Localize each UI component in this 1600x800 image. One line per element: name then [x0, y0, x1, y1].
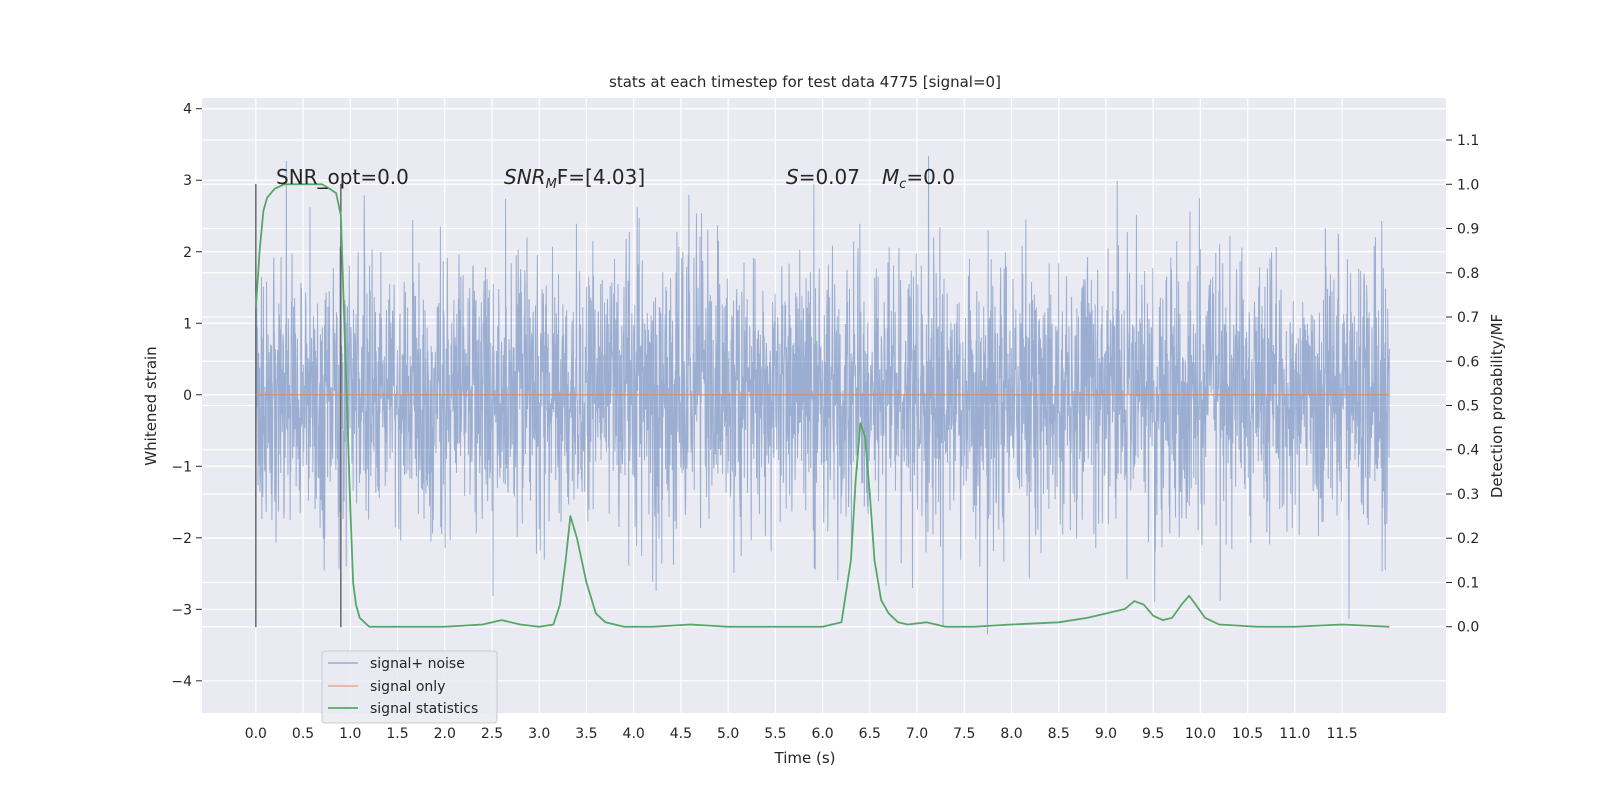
y2-tick-label: 0.4: [1457, 443, 1479, 459]
chart-title: stats at each timestep for test data 477…: [609, 73, 1001, 91]
legend-label-signal-statistics: signal statistics: [370, 701, 478, 717]
legend-label-signal-only: signal only: [370, 679, 445, 695]
y2-tick-label: 0.0: [1457, 620, 1479, 636]
x-tick-label: 6.5: [859, 726, 881, 742]
annotation-s: S=0.07: [786, 165, 860, 189]
y-axis-ticks: 4 3 2 1 0 −1 −2 −3 −4: [171, 102, 202, 690]
marker-lines: [255, 183, 342, 628]
x-tick-label: 7.5: [953, 726, 975, 742]
x-tick-label: 11.0: [1279, 726, 1310, 742]
x-tick-label: 5.0: [717, 726, 739, 742]
x-tick-label: 9.0: [1095, 726, 1117, 742]
x-tick-label: 1.0: [339, 726, 361, 742]
y2-tick-label: 0.1: [1457, 575, 1479, 591]
line-series: [254, 183, 1390, 628]
y2-tick-label: 0.5: [1457, 399, 1479, 415]
y2-tick-label: 0.7: [1457, 310, 1479, 326]
x-tick-label: 11.5: [1327, 726, 1358, 742]
x-tick-label: 6.0: [811, 726, 833, 742]
x-tick-label: 8.0: [1000, 726, 1022, 742]
annotation-mc: Mc=0.0: [882, 165, 955, 192]
y-axis-label: Whitened strain: [142, 346, 160, 465]
x-tick-label: 9.5: [1142, 726, 1164, 742]
legend: signal+ noise signal only signal statist…: [321, 650, 498, 724]
x-tick-label: 5.5: [764, 726, 786, 742]
x-axis-label: Time (s): [774, 749, 836, 767]
x-tick-label: 1.5: [386, 726, 408, 742]
annotation-snr-mf: SNRMF=[4.03]: [504, 165, 645, 192]
y2-axis-ticks: 1.1 1.0 0.9 0.8 0.7 0.6 0.5 0.4 0.3 0.2 0.1 0.0: [1446, 133, 1479, 636]
y2-tick-label: 1.0: [1457, 177, 1479, 193]
x-tick-label: 3.5: [575, 726, 597, 742]
y2-axis-label: Detection probability/MF: [1488, 314, 1506, 498]
x-tick-label: 0.5: [292, 726, 314, 742]
x-tick-label: 2.0: [434, 726, 456, 742]
signal-noise-line: [255, 155, 1390, 635]
y2-tick-label: 0.9: [1457, 222, 1479, 238]
y-tick-label: 2: [183, 245, 192, 261]
signal-noise-series: [255, 155, 1390, 635]
x-tick-label: 7.0: [906, 726, 928, 742]
y2-tick-label: 0.2: [1457, 531, 1479, 547]
annotation-snr-opt: SNR_opt=0.0: [276, 165, 409, 189]
legend-label-signal-noise: signal+ noise: [370, 656, 465, 672]
x-tick-label: 4.5: [670, 726, 692, 742]
y-tick-label: 0: [183, 388, 192, 404]
x-tick-label: 8.5: [1048, 726, 1070, 742]
y-tick-label: −3: [171, 602, 192, 618]
y2-tick-label: 0.8: [1457, 266, 1479, 282]
signal-statistics-line: [254, 183, 1390, 628]
legend-box: [321, 650, 498, 724]
x-tick-label: 2.5: [481, 726, 503, 742]
y-tick-label: −1: [171, 459, 192, 475]
x-tick-label: 3.0: [528, 726, 550, 742]
x-tick-label: 4.0: [623, 726, 645, 742]
x-axis-ticks: 0.0 0.5 1.0 1.5 2.0 2.5 3.0 3.5 4.0 4.5 5.0 5.5 6.0 6…: [245, 726, 1358, 742]
y2-tick-label: 0.3: [1457, 487, 1479, 503]
y-tick-label: −4: [171, 674, 192, 690]
y2-tick-label: 1.1: [1457, 133, 1479, 149]
y2-tick-label: 0.6: [1457, 354, 1479, 370]
x-tick-label: 10.0: [1185, 726, 1216, 742]
x-tick-label: 10.5: [1232, 726, 1263, 742]
x-tick-label: 0.0: [245, 726, 267, 742]
y-tick-label: −2: [171, 531, 192, 547]
y-tick-label: 1: [183, 316, 192, 332]
y-tick-label: 3: [183, 173, 192, 189]
y-tick-label: 4: [183, 102, 192, 118]
